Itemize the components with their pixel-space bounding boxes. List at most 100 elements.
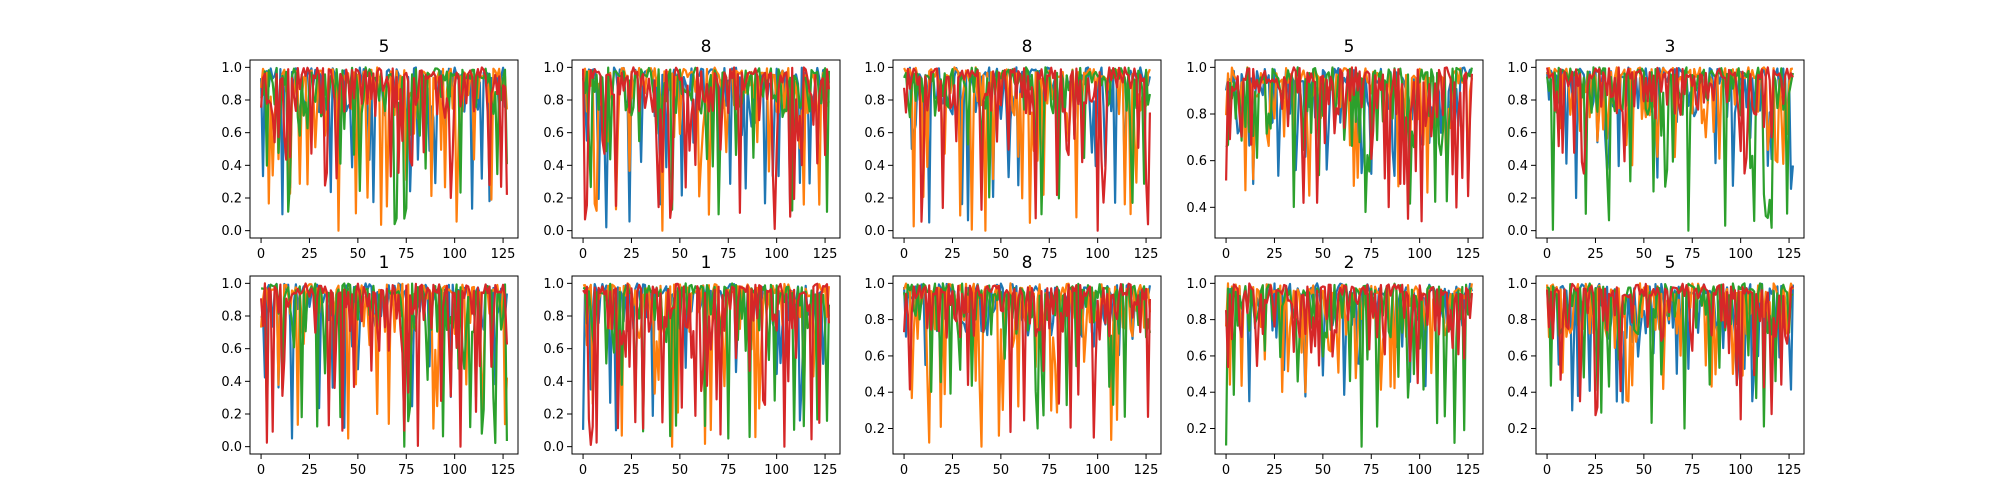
x-tick-label: 100 xyxy=(1728,463,1753,478)
y-tick-label: 1.0 xyxy=(1186,61,1207,76)
series-line-4 xyxy=(1546,282,1794,421)
y-tick-label: 1.0 xyxy=(864,61,885,76)
x-tick-label: 0 xyxy=(257,463,265,478)
subplot-title: 1 xyxy=(379,253,390,273)
x-tick-label: 125 xyxy=(813,463,838,478)
x-tick-label: 75 xyxy=(1363,463,1380,478)
x-tick-label: 25 xyxy=(623,247,640,262)
y-tick-label: 0.0 xyxy=(221,440,242,455)
y-tick-label: 0.4 xyxy=(864,386,885,401)
x-tick-label: 75 xyxy=(720,463,737,478)
x-tick-label: 50 xyxy=(1636,463,1653,478)
series-line-4 xyxy=(903,66,1151,232)
y-tick-label: 0.6 xyxy=(1507,349,1528,364)
series-line-4 xyxy=(1225,282,1473,385)
x-tick-label: 25 xyxy=(301,247,318,262)
x-tick-label: 50 xyxy=(350,463,367,478)
y-tick-label: 0.2 xyxy=(1186,422,1207,437)
x-tick-label: 0 xyxy=(1543,247,1551,262)
subplot-8: 8 0 25 50 75 100 125 0.2 0.4 0.6 0.8 1.0 xyxy=(864,253,1162,478)
series-line-4 xyxy=(1546,66,1794,175)
x-tick-label: 75 xyxy=(1684,247,1701,262)
y-tick-label: 0.6 xyxy=(221,126,242,141)
y-tick-label: 0.4 xyxy=(1507,386,1528,401)
y-tick-label: 0.4 xyxy=(543,375,564,390)
x-tick-label: 75 xyxy=(1041,463,1058,478)
x-tick-label: 0 xyxy=(1543,463,1551,478)
x-tick-label: 100 xyxy=(1407,463,1432,478)
axes-frame xyxy=(1535,275,1805,455)
y-tick-label: 0.4 xyxy=(1186,386,1207,401)
subplot-title: 5 xyxy=(1665,253,1676,273)
x-tick-label: 50 xyxy=(672,463,689,478)
x-tick-label: 0 xyxy=(900,247,908,262)
x-tick-label: 75 xyxy=(398,247,415,262)
x-tick-label: 75 xyxy=(1684,463,1701,478)
y-tick-label: 1.0 xyxy=(1186,277,1207,292)
y-tick-label: 0.6 xyxy=(221,342,242,357)
series-line-3 xyxy=(1546,66,1794,232)
x-tick-label: 100 xyxy=(1407,247,1432,262)
x-tick-label: 50 xyxy=(350,247,367,262)
y-tick-label: 0.4 xyxy=(543,159,564,174)
subplot-title: 5 xyxy=(379,37,390,57)
x-tick-label: 125 xyxy=(1456,463,1481,478)
subplot-3: 8 0 25 50 75 100 125 0.0 0.2 0.4 0.6 0.8 1.0 xyxy=(864,37,1162,262)
y-tick-label: 1.0 xyxy=(543,277,564,292)
axes-frame xyxy=(892,59,1162,239)
series-line-3 xyxy=(260,66,508,226)
x-tick-label: 75 xyxy=(398,463,415,478)
axes-frame xyxy=(249,59,519,239)
x-tick-label: 100 xyxy=(1085,463,1110,478)
y-tick-label: 0.6 xyxy=(1507,126,1528,141)
x-tick-label: 25 xyxy=(944,247,961,262)
x-tick-label: 50 xyxy=(1315,463,1332,478)
x-tick-label: 0 xyxy=(1222,463,1230,478)
y-tick-label: 0.8 xyxy=(1186,108,1207,123)
y-tick-label: 0.2 xyxy=(1507,422,1528,437)
x-tick-label: 100 xyxy=(764,247,789,262)
x-tick-label: 25 xyxy=(623,463,640,478)
x-tick-label: 100 xyxy=(442,463,467,478)
subplot-title: 8 xyxy=(1022,253,1033,273)
y-tick-label: 0.0 xyxy=(864,224,885,239)
y-tick-label: 0.8 xyxy=(1507,313,1528,328)
y-tick-label: 0.2 xyxy=(864,422,885,437)
y-tick-label: 0.6 xyxy=(864,349,885,364)
axes-frame xyxy=(1214,59,1484,239)
series-line-3 xyxy=(903,66,1151,216)
y-tick-label: 1.0 xyxy=(543,61,564,76)
y-tick-label: 1.0 xyxy=(1507,61,1528,76)
y-tick-label: 1.0 xyxy=(1507,277,1528,292)
y-tick-label: 0.2 xyxy=(221,191,242,206)
y-tick-label: 1.0 xyxy=(864,277,885,292)
x-tick-label: 0 xyxy=(579,463,587,478)
y-tick-label: 0.4 xyxy=(221,159,242,174)
y-tick-label: 0.6 xyxy=(864,126,885,141)
y-tick-label: 0.0 xyxy=(543,224,564,239)
x-tick-label: 125 xyxy=(1777,247,1802,262)
x-tick-label: 100 xyxy=(442,247,467,262)
series-line-3 xyxy=(903,282,1151,430)
subplot-title: 8 xyxy=(1022,37,1033,57)
y-tick-label: 0.2 xyxy=(543,407,564,422)
y-tick-label: 0.4 xyxy=(221,375,242,390)
x-tick-label: 25 xyxy=(301,463,318,478)
x-tick-label: 25 xyxy=(1587,463,1604,478)
y-tick-label: 0.4 xyxy=(1186,201,1207,216)
y-tick-label: 0.6 xyxy=(543,126,564,141)
y-tick-label: 0.2 xyxy=(543,191,564,206)
x-tick-label: 100 xyxy=(1085,247,1110,262)
series-line-2 xyxy=(903,66,1151,232)
x-tick-label: 125 xyxy=(813,247,838,262)
subplot-title: 5 xyxy=(1344,37,1355,57)
x-tick-label: 0 xyxy=(579,247,587,262)
axes-frame xyxy=(892,275,1162,455)
x-tick-label: 125 xyxy=(491,463,516,478)
x-tick-label: 125 xyxy=(1456,247,1481,262)
axes-frame xyxy=(1535,59,1805,239)
y-tick-label: 0.6 xyxy=(1186,349,1207,364)
